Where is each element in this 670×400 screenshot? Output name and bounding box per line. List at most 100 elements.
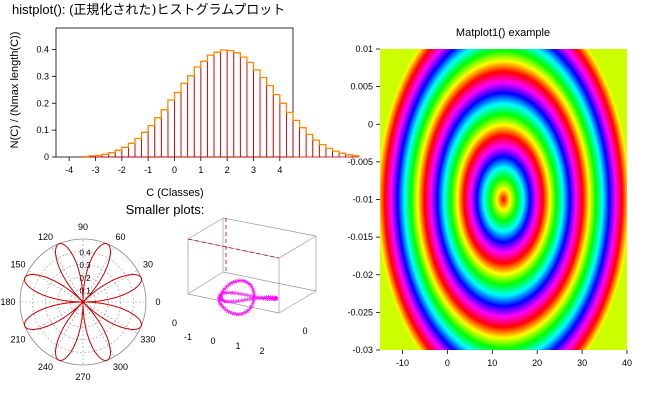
knot-marker: * xyxy=(239,297,244,309)
hist-ylabel: N(C) / (Nmax length(C)) xyxy=(9,32,21,149)
knot-marker: * xyxy=(222,297,227,309)
heat-ytick-label: 0.005 xyxy=(350,82,373,92)
plot3d-xtick-label: 1 xyxy=(235,341,240,351)
knot-marker: * xyxy=(231,298,236,310)
hist-xtick-label: -2 xyxy=(118,165,126,175)
polar-outer-circle xyxy=(19,238,147,366)
knot-marker: * xyxy=(229,310,234,322)
knot-marker: * xyxy=(251,300,256,312)
knot-marker: * xyxy=(230,289,235,301)
heat-xtick-label: 10 xyxy=(487,358,497,368)
hist-bar xyxy=(141,131,149,158)
knot-marker: * xyxy=(245,292,250,304)
knot-marker: * xyxy=(242,291,247,303)
knot-marker: * xyxy=(219,291,224,303)
knot-marker: * xyxy=(218,300,223,312)
knot-marker: * xyxy=(220,303,225,315)
hist-bars xyxy=(81,49,360,158)
knot-marker: * xyxy=(219,292,224,304)
plot3d-ztick-label: 0 xyxy=(172,318,177,328)
hist-ytick-label: 0.4 xyxy=(36,45,49,55)
knot-marker: * xyxy=(220,290,225,302)
knot-marker: * xyxy=(260,294,265,306)
svg-text:histplot(): (正規化された)ヒストグラムプロット: histplot(): (正規化された)ヒストグラムプロット xyxy=(12,2,285,18)
hist-bar xyxy=(174,92,182,158)
hist-bar xyxy=(226,50,235,158)
knot-marker: * xyxy=(230,280,235,292)
knot-marker: * xyxy=(254,295,259,307)
knot-marker: * xyxy=(273,296,278,308)
heatmap-title: Matplot1() example xyxy=(456,27,550,39)
knot-marker: * xyxy=(248,304,253,316)
knot-marker: * xyxy=(219,295,224,307)
knot-marker: * xyxy=(248,281,253,293)
knot-marker: * xyxy=(274,295,279,307)
hist-bar xyxy=(286,111,294,158)
knot-marker: * xyxy=(269,296,274,308)
knot-marker: * xyxy=(259,295,264,307)
knot-marker: * xyxy=(219,302,224,314)
knot-marker: * xyxy=(269,294,274,306)
polar-grid-spoke xyxy=(82,301,138,334)
knot-marker: * xyxy=(244,309,249,321)
polar-angle-label: 240 xyxy=(38,362,53,372)
knot-marker: * xyxy=(236,298,241,310)
knot-marker: * xyxy=(217,298,222,310)
knot-marker: * xyxy=(257,294,262,306)
hist-bar xyxy=(187,75,195,158)
knot-marker: * xyxy=(228,289,233,301)
hist-bar xyxy=(279,102,287,158)
polar-grid-circle xyxy=(32,251,134,353)
heat-ytick-label: 0 xyxy=(368,119,373,129)
knot-marker: * xyxy=(250,285,255,297)
knot-marker: * xyxy=(273,294,278,306)
knot-marker: * xyxy=(245,279,250,291)
hist-bar xyxy=(246,62,254,158)
knot-marker: * xyxy=(236,277,241,289)
knot-marker: * xyxy=(238,277,243,289)
knot-marker: * xyxy=(257,294,262,306)
knot-marker: * xyxy=(224,289,229,301)
hist-ytick-label: 0.3 xyxy=(36,71,49,81)
knot-marker: * xyxy=(217,293,222,305)
hist-bar xyxy=(266,85,274,158)
polar-angle-label: 90 xyxy=(78,222,88,232)
knot-marker: * xyxy=(234,278,239,290)
knot-marker: * xyxy=(234,298,239,310)
hist-bar xyxy=(259,77,268,158)
hist-ytick-label: 0.2 xyxy=(36,98,49,108)
polar-angle-label: 30 xyxy=(143,260,153,270)
hist-bar xyxy=(154,117,162,158)
heatmap-rect xyxy=(380,49,627,350)
hist-bar xyxy=(325,147,333,158)
hist-bar xyxy=(305,134,314,158)
heat-xtick-label: 20 xyxy=(532,358,542,368)
knot-marker: * xyxy=(219,291,224,303)
hist-bar xyxy=(114,149,123,158)
knot-marker: * xyxy=(245,296,250,308)
knot-marker: * xyxy=(251,298,256,310)
plot3d-xtick-label: -1 xyxy=(184,332,192,342)
heat-ytick-label: -0.01 xyxy=(352,195,373,205)
plot3d-ytick-label: 0 xyxy=(302,326,307,336)
knot-marker: * xyxy=(226,282,231,294)
polar-grid-spoke xyxy=(28,301,84,334)
knot-marker: * xyxy=(270,296,275,308)
knot-marker: * xyxy=(252,294,257,306)
hist-bar xyxy=(207,54,215,158)
plot3d-xtick-label: 0 xyxy=(210,336,215,346)
hist-xlabel: C (Classes) xyxy=(146,187,203,199)
knot-marker: * xyxy=(265,295,270,307)
hist-density-curve xyxy=(81,49,360,158)
polar-radius-label: 0.1 xyxy=(79,286,91,295)
knot-marker: * xyxy=(228,281,233,293)
hist-bar xyxy=(312,139,320,158)
knot-marker: * xyxy=(236,311,241,323)
box3d-edge xyxy=(278,290,317,314)
knot-marker: * xyxy=(267,296,272,308)
hist-title-jp: 正規化された)ヒストグラムプロット xyxy=(73,3,285,18)
knot-marker: * xyxy=(218,292,223,304)
knot-marker: * xyxy=(224,283,229,295)
polar-rose-curve xyxy=(24,243,142,361)
heatmap-axes: -10 0 10 20 30 40 -0.03 -0.025 -0.02 -0.015 -0.01 -… xyxy=(347,44,632,368)
